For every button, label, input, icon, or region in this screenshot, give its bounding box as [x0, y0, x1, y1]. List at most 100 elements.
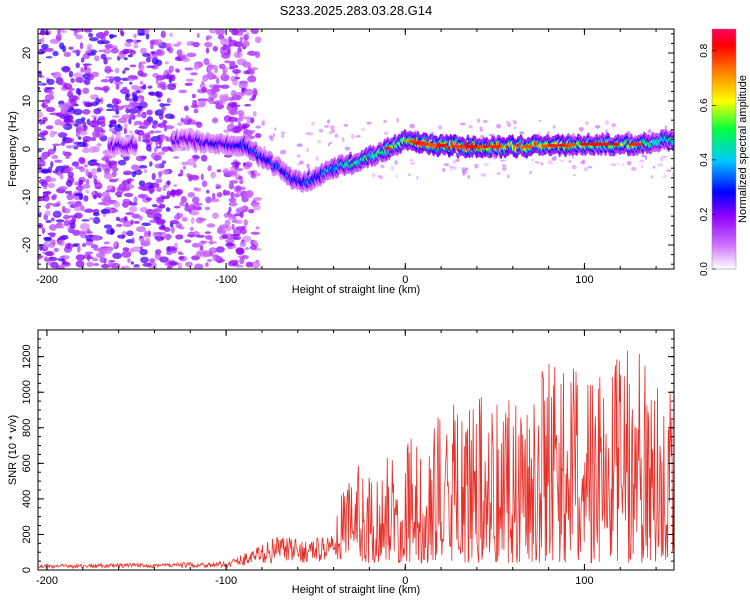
heatmap-cell	[105, 159, 111, 165]
heatmap-cell	[133, 122, 137, 127]
heatmap-cell	[102, 247, 113, 255]
heatmap-cell	[63, 115, 71, 123]
heatmap-cell	[103, 47, 111, 54]
heatmap-cell	[43, 184, 48, 190]
heatmap-cell	[250, 67, 258, 71]
heatmap-cell	[103, 172, 114, 180]
heatmap-cell	[195, 251, 203, 257]
heatmap-cell	[71, 161, 80, 167]
heatmap-cell	[46, 190, 51, 196]
heatmap-cell	[650, 175, 654, 179]
heatmap-cell	[610, 163, 617, 166]
heatmap-cell	[215, 183, 221, 188]
heatmap-cell	[247, 66, 252, 73]
heatmap-cell	[222, 168, 230, 174]
heatmap-cell	[251, 129, 256, 134]
heatmap-cell	[396, 117, 399, 123]
heatmap-cell	[225, 238, 235, 244]
heatmap-cell	[155, 178, 163, 183]
heatmap-cell	[228, 206, 232, 213]
heatmap-cell	[579, 142, 591, 146]
y-tick-label: 0	[21, 567, 33, 573]
heatmap-cell	[103, 241, 110, 245]
heatmap-cell	[141, 222, 151, 227]
heatmap-ridge	[107, 128, 674, 193]
heatmap-cell	[128, 200, 132, 205]
heatmap-cell	[139, 207, 148, 213]
heatmap-cell	[45, 106, 56, 113]
heatmap-cell	[378, 175, 384, 180]
colorbar-gradient	[712, 29, 736, 269]
heatmap-cell	[616, 162, 620, 166]
x-tick-label: 100	[575, 575, 593, 587]
heatmap-cell	[206, 189, 210, 194]
heatmap-cell	[571, 165, 577, 170]
heatmap-cell	[128, 206, 138, 212]
heatmap-cell	[98, 49, 106, 53]
heatmap-cell	[238, 81, 248, 89]
heatmap-cell	[100, 53, 107, 60]
heatmap-cell	[621, 163, 625, 166]
heatmap-cell	[122, 265, 131, 269]
y-tick-label: 400	[21, 490, 33, 508]
heatmap-cell	[166, 190, 172, 198]
heatmap-cell	[144, 237, 151, 244]
heatmap-cell	[113, 81, 124, 85]
heatmap-cell	[133, 196, 138, 204]
heatmap-cell	[102, 198, 112, 206]
heatmap-cell	[224, 219, 231, 227]
heatmap-cell	[38, 159, 46, 167]
heatmap-cell	[157, 151, 166, 156]
heatmap-cell	[409, 139, 418, 144]
heatmap-cell	[69, 222, 76, 229]
heatmap-cell	[113, 241, 118, 248]
heatmap-cell	[233, 51, 243, 59]
heatmap-cell	[501, 163, 507, 167]
heatmap-cell	[54, 119, 63, 126]
heatmap-cell	[254, 51, 261, 59]
heatmap-cell	[268, 135, 273, 139]
heatmap-cell	[227, 46, 231, 54]
y-tick-label: 20	[21, 47, 33, 59]
heatmap-cell	[242, 40, 250, 47]
heatmap-cell	[156, 91, 163, 99]
heatmap-cell	[82, 147, 90, 154]
heatmap-cell	[250, 74, 255, 82]
heatmap-cell	[223, 154, 233, 158]
heatmap-cell	[143, 230, 148, 238]
heatmap-cell	[195, 207, 202, 211]
heatmap-cell	[139, 80, 144, 85]
heatmap-cell	[328, 142, 331, 147]
heatmap-cell	[80, 67, 84, 74]
heatmap-cell	[57, 29, 62, 35]
heatmap-cell	[75, 77, 84, 83]
heatmap-cell	[671, 172, 674, 177]
heatmap-cell	[242, 162, 247, 166]
heatmap-cell	[477, 118, 481, 123]
figure-title: S233.2025.283.03.28.G14	[280, 3, 433, 18]
heatmap-cell	[93, 194, 97, 200]
heatmap-cell	[192, 196, 200, 204]
heatmap-cell	[204, 231, 212, 235]
heatmap-cell	[101, 191, 110, 198]
heatmap-cell	[234, 65, 239, 69]
heatmap-cell	[138, 105, 142, 111]
heatmap-cell	[179, 169, 184, 177]
heatmap-cell	[231, 193, 240, 198]
heatmap-cell	[65, 145, 74, 149]
heatmap-cell	[117, 123, 121, 129]
heatmap-cell	[131, 171, 137, 178]
heatmap-cell	[164, 61, 169, 65]
heatmap-cell	[79, 194, 84, 201]
heatmap-cell	[75, 62, 80, 69]
heatmap-cell	[140, 61, 147, 65]
heatmap-cell	[49, 38, 60, 44]
heatmap-cell	[94, 55, 100, 62]
heatmap-cell	[205, 262, 209, 267]
heatmap-cell	[272, 133, 275, 138]
heatmap-cell	[113, 201, 121, 208]
heatmap-cell	[45, 219, 52, 224]
x-tick-label: 0	[402, 274, 408, 286]
heatmap-cell	[225, 190, 231, 196]
heatmap-cell	[208, 84, 215, 88]
